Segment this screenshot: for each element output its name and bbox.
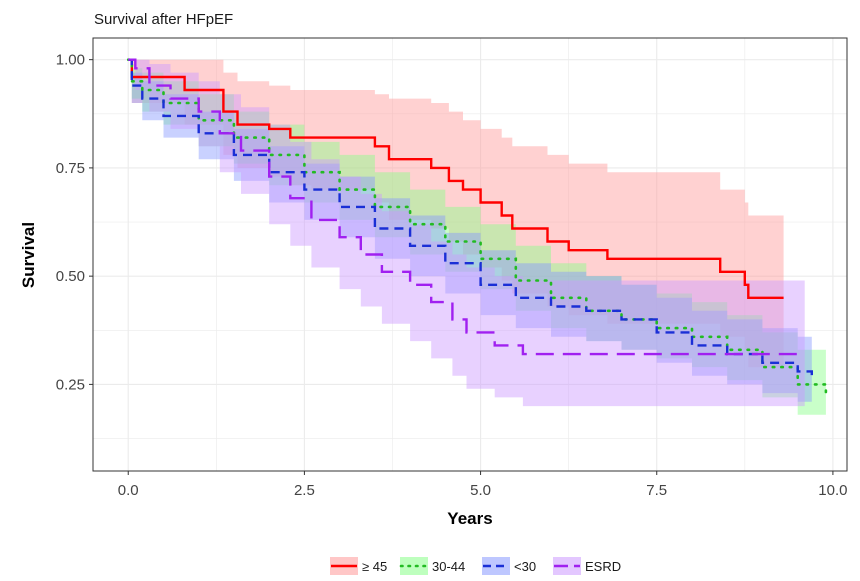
x-axis-title: Years	[447, 509, 492, 528]
y-tick-label: 0.75	[56, 160, 85, 177]
survival-curve-0	[128, 58, 784, 299]
legend-label: ≥ 45	[362, 559, 387, 574]
legend-item-1: 30-44	[399, 557, 465, 575]
legend-label: 30-44	[432, 559, 465, 574]
legend-item-3: ESRD	[553, 557, 621, 575]
survival-curve-2	[128, 58, 813, 376]
legend: ≥ 45 30-44 <30 ESRD	[330, 557, 621, 575]
y-tick-label: 0.25	[56, 376, 85, 393]
grid	[93, 38, 847, 471]
plot-frame	[92, 37, 848, 472]
y-axis: 0.25 0.50 0.75 1.00	[56, 52, 93, 393]
survival-curve-3	[128, 58, 805, 356]
x-tick-label: 10.0	[818, 482, 847, 499]
legend-label: ESRD	[585, 559, 621, 574]
x-tick-label: 5.0	[470, 482, 491, 499]
y-tick-label: 0.50	[56, 268, 85, 285]
y-tick-label: 1.00	[56, 52, 85, 69]
legend-label: <30	[514, 559, 536, 574]
x-axis: 0.0 2.5 5.0 7.5 10.0	[118, 471, 848, 499]
x-tick-label: 2.5	[294, 482, 315, 499]
legend-key-fill	[400, 557, 428, 575]
confidence-band-1	[128, 59, 826, 428]
legend-item-2: <30	[482, 557, 536, 575]
x-tick-label: 0.0	[118, 482, 139, 499]
plot-border	[92, 37, 848, 472]
plot-panel	[92, 37, 848, 472]
chart-title: Survival after HFpEF	[94, 11, 233, 28]
y-axis-title: Survival	[19, 222, 38, 288]
legend-item-0: ≥ 45	[330, 557, 387, 575]
x-tick-label: 7.5	[646, 482, 667, 499]
survival-curves	[126, 58, 828, 399]
